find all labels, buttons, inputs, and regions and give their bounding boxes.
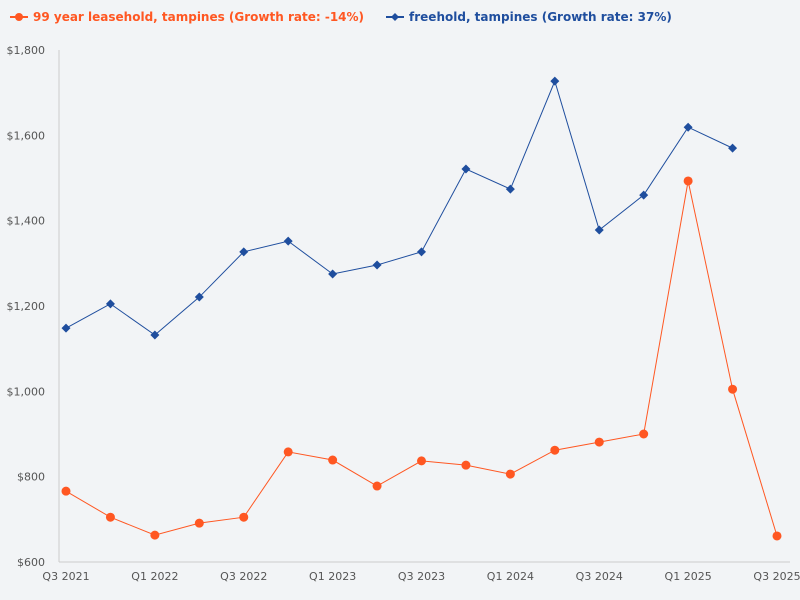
x-tick-label: Q1 2023 [309, 570, 356, 583]
data-point [150, 330, 160, 340]
series-line-0 [65, 180, 778, 537]
data-point [283, 236, 293, 246]
legend-item-leasehold[interactable]: 99 year leasehold, tampines (Growth rate… [10, 10, 364, 24]
data-point [683, 176, 693, 186]
data-point [150, 530, 160, 540]
data-point [417, 456, 426, 466]
data-point [639, 190, 649, 200]
data-point [505, 469, 515, 479]
data-point [728, 143, 738, 153]
data-point [283, 447, 293, 457]
legend-label-freehold: freehold, tampines (Growth rate: 37%) [409, 10, 672, 24]
y-tick-label: $1,600 [7, 129, 46, 142]
series-line-1 [65, 79, 733, 336]
x-tick-label: Q1 2025 [665, 570, 712, 583]
data-point [194, 292, 204, 302]
y-tick-label: $600 [17, 556, 45, 569]
y-tick-label: $800 [17, 471, 45, 484]
data-point [61, 323, 71, 333]
circle-marker-icon [10, 13, 28, 21]
data-point [417, 247, 426, 257]
x-tick-label: Q3 2024 [576, 570, 623, 583]
legend-item-freehold[interactable]: freehold, tampines (Growth rate: 37%) [386, 10, 672, 24]
x-tick-label: Q3 2022 [220, 570, 267, 583]
diamond-marker-icon [386, 13, 405, 21]
data-point [328, 269, 338, 279]
data-point [328, 455, 338, 465]
y-tick-label: $1,000 [7, 385, 46, 398]
x-tick-label: Q1 2022 [131, 570, 178, 583]
legend-label-leasehold: 99 year leasehold, tampines (Growth rate… [33, 10, 365, 24]
data-point [105, 299, 115, 309]
legend: 99 year leasehold, tampines (Growth rate… [10, 10, 672, 24]
data-point [639, 429, 649, 439]
data-point [505, 184, 515, 194]
data-point [239, 247, 249, 257]
x-tick-label: Q3 2025 [753, 570, 800, 583]
y-tick-label: $1,400 [7, 215, 46, 228]
data-point [461, 460, 471, 470]
x-tick-label: Q3 2021 [42, 570, 89, 583]
data-point [61, 486, 71, 496]
data-point [372, 481, 382, 491]
data-point [105, 512, 115, 522]
data-point [550, 445, 560, 455]
data-point [194, 518, 204, 528]
data-point [728, 384, 738, 394]
data-point [550, 76, 560, 86]
data-point [461, 164, 471, 174]
y-tick-label: $1,800 [7, 44, 46, 57]
data-point [239, 512, 249, 522]
data-point [683, 122, 693, 132]
y-tick-label: $1,200 [7, 300, 46, 313]
data-point [594, 225, 604, 235]
data-point [594, 437, 604, 447]
data-point [372, 260, 382, 270]
x-tick-label: Q1 2024 [487, 570, 534, 583]
x-tick-label: Q3 2023 [398, 570, 445, 583]
data-point [772, 531, 782, 541]
